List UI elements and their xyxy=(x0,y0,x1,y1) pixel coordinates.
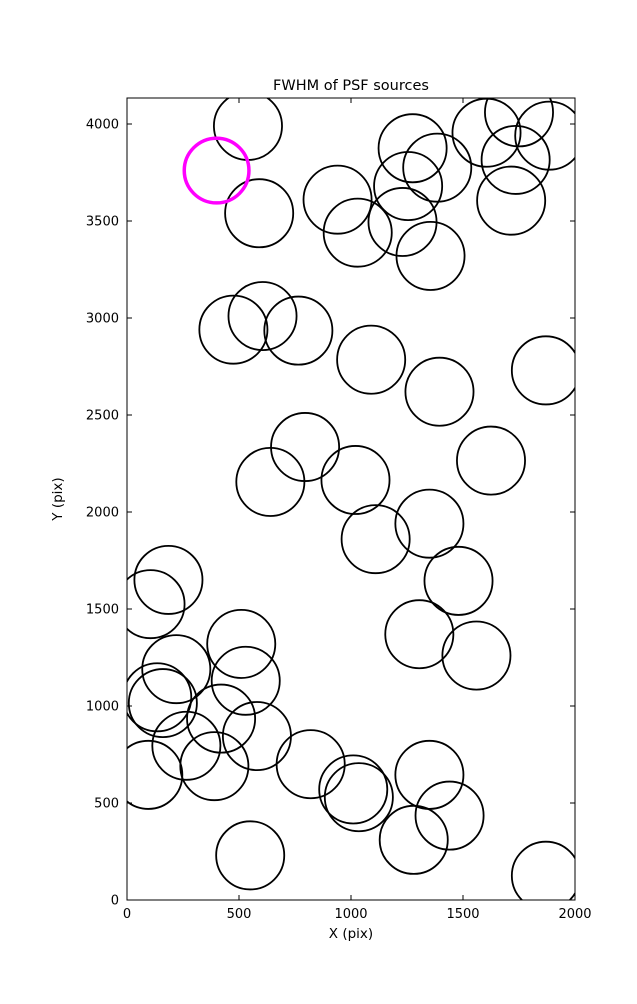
psf-source-circle xyxy=(235,446,306,517)
psf-source-circle xyxy=(441,620,512,691)
psf-source-circle xyxy=(404,356,475,427)
psf-source-circle xyxy=(318,754,389,825)
psf-source-circle xyxy=(323,762,394,833)
psf-source-circle xyxy=(395,220,466,291)
psf-source-circle xyxy=(510,335,575,406)
y-tick-label: 2500 xyxy=(86,408,119,423)
psf-source-circle xyxy=(402,132,473,203)
psf-source-circle xyxy=(127,662,193,733)
plot-content: 0 500 1000 1500 2000 0 500 1000 1500 2000 2500 3000… xyxy=(86,97,592,922)
psf-source-circle xyxy=(215,820,286,891)
psf-source-circle xyxy=(476,165,547,236)
psf-source-circle xyxy=(141,634,212,705)
psf-source-circle xyxy=(198,294,269,365)
psf-source-circle xyxy=(224,178,295,249)
psf-source-circle xyxy=(270,412,341,482)
y-tick-label: 500 xyxy=(94,796,119,811)
x-tick-label: 1500 xyxy=(446,907,479,922)
psf-source-circle xyxy=(127,569,186,640)
psf-source-circle xyxy=(377,113,448,184)
psf-source-circle xyxy=(227,281,298,352)
y-tick-label: 3500 xyxy=(86,214,119,229)
psf-source-circle xyxy=(423,545,494,616)
psf-source-circle xyxy=(133,544,204,615)
x-tick-label: 1000 xyxy=(334,907,367,922)
y-tick-label: 1500 xyxy=(86,602,119,617)
y-axis-label: Y (pix) xyxy=(50,477,66,521)
psf-source-circle xyxy=(213,98,283,161)
psf-source-circle xyxy=(484,98,554,148)
x-axis-label: X (pix) xyxy=(329,926,373,942)
psf-source-circle xyxy=(336,324,407,395)
y-tick-label: 0 xyxy=(111,894,119,909)
psf-source-circle xyxy=(322,197,393,268)
highlight-source-circle xyxy=(182,136,251,205)
psf-source-circle xyxy=(394,739,465,810)
y-tick-label: 3000 xyxy=(86,311,119,326)
psf-source-circle xyxy=(414,780,485,851)
psf-source-circle xyxy=(151,710,222,781)
x-tick-label: 0 xyxy=(123,907,131,922)
x-tick-label: 500 xyxy=(227,907,252,922)
psf-source-circle xyxy=(186,683,257,754)
psf-source-circle xyxy=(320,445,391,515)
x-tick-label: 2000 xyxy=(558,907,591,922)
psf-source-circle xyxy=(206,608,277,679)
psf-source-circle xyxy=(127,668,198,739)
psf-source-circle xyxy=(302,164,373,235)
psf-source-circle xyxy=(394,488,465,559)
psf-source-circle xyxy=(373,151,444,222)
y-tick-label: 4000 xyxy=(86,117,119,132)
y-tick-label: 2000 xyxy=(86,505,119,520)
psf-source-circle xyxy=(179,731,250,802)
psf-source-circle xyxy=(384,599,455,670)
psf-source-circle xyxy=(210,645,281,716)
sources-layer xyxy=(127,98,575,900)
psf-source-circle xyxy=(480,124,551,195)
y-tick-label: 1000 xyxy=(86,699,119,714)
psf-source-circle xyxy=(340,504,411,575)
psf-source-circle xyxy=(456,425,526,496)
psf-source-circle xyxy=(510,840,575,900)
psf-source-circle xyxy=(275,729,346,800)
psf-source-circle xyxy=(451,98,522,168)
psf-source-circle xyxy=(378,804,449,875)
psf-source-circle xyxy=(127,739,184,810)
psf-source-circle xyxy=(263,295,334,366)
plot-title: FWHM of PSF sources xyxy=(273,78,429,94)
psf-source-circle xyxy=(514,100,575,171)
